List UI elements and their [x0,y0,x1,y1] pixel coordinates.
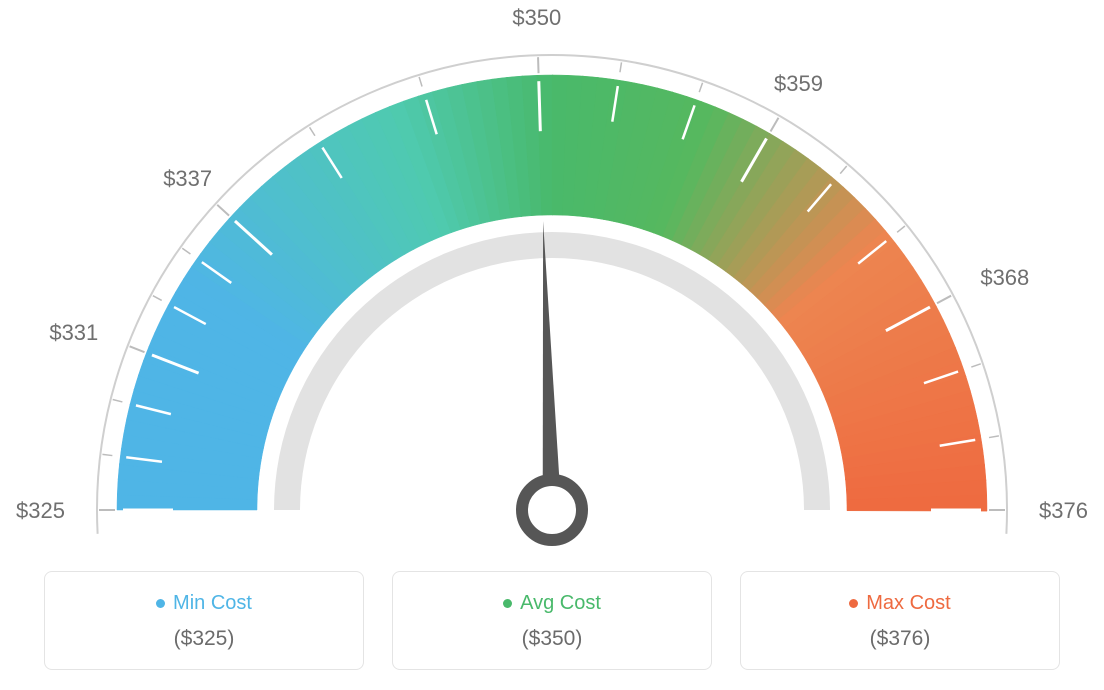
legend-card-max: Max Cost ($376) [740,571,1060,670]
gauge-tick-label: $350 [512,5,561,30]
gauge-tick-label: $368 [980,265,1029,290]
legend-dot-min [156,599,165,608]
legend-row: Min Cost ($325) Avg Cost ($350) Max Cost… [0,571,1104,670]
legend-label-min: Min Cost [173,592,252,615]
legend-title-min: Min Cost [156,592,252,615]
legend-dot-max [849,599,858,608]
gauge-chart: $325 $331 $337 $350 $359 $368 $376 [0,0,1104,560]
legend-title-avg: Avg Cost [503,592,601,615]
gauge-tick-label: $359 [774,71,823,96]
legend-label-max: Max Cost [866,592,950,615]
gauge-needle [543,221,559,477]
legend-card-min: Min Cost ($325) [44,571,364,670]
gauge-tick-label: $325 [16,498,65,523]
legend-value-min: ($325) [55,627,353,651]
legend-label-avg: Avg Cost [520,592,601,615]
gauge-svg: $325 $331 $337 $350 $359 $368 $376 [0,0,1104,560]
gauge-tick-label: $376 [1039,498,1088,523]
gauge-hub [522,480,582,540]
legend-dot-avg [503,599,512,608]
gauge-tick-label: $337 [163,166,212,191]
gauge-tick-label: $331 [49,320,98,345]
legend-title-max: Max Cost [849,592,950,615]
legend-card-avg: Avg Cost ($350) [392,571,712,670]
legend-value-max: ($376) [751,627,1049,651]
legend-value-avg: ($350) [403,627,701,651]
